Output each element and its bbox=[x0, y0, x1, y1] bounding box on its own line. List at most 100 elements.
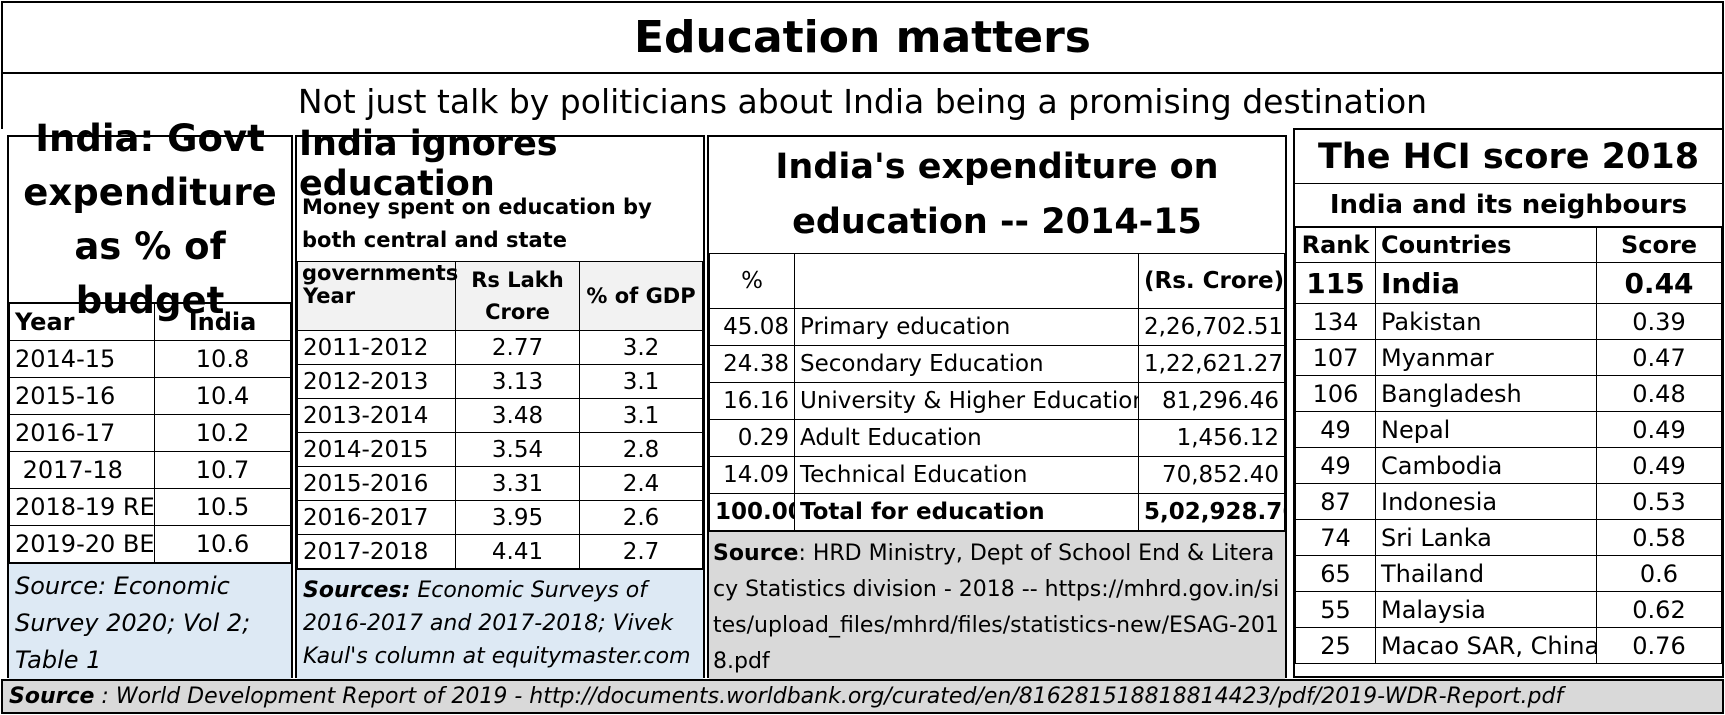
country-cell: Cambodia bbox=[1375, 447, 1597, 484]
table-row: 2015-2016 3.31 2.4 bbox=[297, 466, 703, 501]
crore-cell: 3.54 bbox=[455, 432, 580, 467]
score-cell: 0.39 bbox=[1596, 303, 1722, 340]
country-cell: Thailand bbox=[1375, 555, 1597, 592]
year-cell: 2014-2015 bbox=[297, 432, 456, 467]
column-header-score: Score bbox=[1596, 227, 1722, 263]
table-row: 49 Nepal 0.49 bbox=[1295, 411, 1722, 448]
amount-cell: 70,852.40 bbox=[1138, 456, 1285, 494]
table-row: 49 Cambodia 0.49 bbox=[1295, 447, 1722, 484]
year-cell: 2017-2018 bbox=[297, 534, 456, 569]
total-row: 100.00 Total for education 5,02,928.76 bbox=[709, 493, 1285, 531]
table-row: 134 Pakistan 0.39 bbox=[1295, 303, 1722, 340]
year-cell: 2015-2016 bbox=[297, 466, 456, 501]
amount-cell: 1,22,621.27 bbox=[1138, 345, 1285, 383]
score-cell: 0.76 bbox=[1596, 627, 1722, 664]
footer-source: Source : World Development Report of 201… bbox=[1, 679, 1724, 714]
rank-cell: 25 bbox=[1295, 627, 1376, 664]
year-cell: 2013-2014 bbox=[297, 398, 456, 433]
rank-cell: 134 bbox=[1295, 303, 1376, 340]
table-row: 2012-2013 3.13 3.1 bbox=[297, 364, 703, 399]
source-text: Economic Surveys of 2016-2017 and 2017-2… bbox=[303, 578, 691, 669]
education-spending-source: Sources: Economic Surveys of 2016-2017 a… bbox=[297, 569, 703, 684]
country-cell: Sri Lanka bbox=[1375, 519, 1597, 556]
column-header-amount: (Rs. Crore) bbox=[1138, 253, 1285, 309]
table-header-row: Year Rs Lakh Crore % of GDP bbox=[297, 261, 703, 331]
score-cell: 0.62 bbox=[1596, 591, 1722, 628]
table-row: 2014-2015 3.54 2.8 bbox=[297, 432, 703, 467]
table-row: 24.38 Secondary Education 1,22,621.27 bbox=[709, 345, 1285, 383]
crore-cell: 4.41 bbox=[455, 534, 580, 569]
score-cell: 0.58 bbox=[1596, 519, 1722, 556]
education-spending-panel: India ignores education Money spent on e… bbox=[295, 124, 705, 684]
table-row: 2011-2012 2.77 3.2 bbox=[297, 330, 703, 365]
rank-cell: 87 bbox=[1295, 483, 1376, 520]
expenditure-breakdown-heading: India's expenditure on education -- 2014… bbox=[775, 147, 1219, 242]
hci-score-panel: The HCI score 2018 India and its neighbo… bbox=[1293, 128, 1724, 678]
year-cell: 2016-17 bbox=[9, 414, 155, 452]
percent-cell: 45.08 bbox=[709, 308, 795, 346]
total-amount-cell: 5,02,928.76 bbox=[1138, 493, 1285, 531]
crore-cell: 3.48 bbox=[455, 398, 580, 433]
rank-cell: 74 bbox=[1295, 519, 1376, 556]
value-cell: 10.2 bbox=[154, 414, 291, 452]
year-cell: 2018-19 RE bbox=[9, 488, 155, 526]
table-row: 65 Thailand 0.6 bbox=[1295, 555, 1722, 592]
value-cell: 10.4 bbox=[154, 377, 291, 415]
crore-cell: 2.77 bbox=[455, 330, 580, 365]
table-row: 2017-2018 4.41 2.7 bbox=[297, 534, 703, 569]
rank-cell: 107 bbox=[1295, 339, 1376, 376]
gdp-cell: 3.2 bbox=[579, 330, 703, 365]
rank-cell: 49 bbox=[1295, 411, 1376, 448]
country-cell: Macao SAR, China bbox=[1375, 627, 1597, 664]
table-row: 2017-18 10.7 bbox=[9, 451, 291, 489]
score-cell: 0.6 bbox=[1596, 555, 1722, 592]
percent-cell: 16.16 bbox=[709, 382, 795, 420]
education-spending-table: Year Rs Lakh Crore % of GDP 2011-2012 2.… bbox=[297, 261, 703, 569]
source-text: : HRD Ministry, Dept of School End & Lit… bbox=[713, 541, 1280, 674]
score-cell: 0.47 bbox=[1596, 339, 1722, 376]
education-spending-subheading: Money spent on education by both central… bbox=[302, 195, 652, 285]
year-cell: 2015-16 bbox=[9, 377, 155, 415]
score-cell: 0.48 bbox=[1596, 375, 1722, 412]
column-header-country: Countries bbox=[1375, 227, 1597, 263]
country-cell: Nepal bbox=[1375, 411, 1597, 448]
table-row: 106 Bangladesh 0.48 bbox=[1295, 375, 1722, 412]
rank-cell: 106 bbox=[1295, 375, 1376, 412]
country-cell: Indonesia bbox=[1375, 483, 1597, 520]
column-header-rank: Rank bbox=[1295, 227, 1376, 263]
expenditure-breakdown-table: % (Rs. Crore) 45.08 Primary education 2,… bbox=[709, 253, 1285, 531]
expenditure-breakdown-source: Source: HRD Ministry, Dept of School End… bbox=[709, 531, 1285, 683]
value-cell: 10.8 bbox=[154, 340, 291, 378]
gdp-cell: 2.4 bbox=[579, 466, 703, 501]
table-row: 107 Myanmar 0.47 bbox=[1295, 339, 1722, 376]
hci-score-table: Rank Countries Score 115 India 0.44 134 … bbox=[1295, 227, 1722, 664]
gdp-cell: 3.1 bbox=[579, 398, 703, 433]
amount-cell: 1,456.12 bbox=[1138, 419, 1285, 457]
table-row: 74 Sri Lanka 0.58 bbox=[1295, 519, 1722, 556]
footer-source-label: Source bbox=[9, 684, 95, 709]
rank-cell: 65 bbox=[1295, 555, 1376, 592]
country-cell: Bangladesh bbox=[1375, 375, 1597, 412]
column-header-crore: Rs Lakh Crore bbox=[455, 261, 580, 331]
value-cell: 10.6 bbox=[154, 525, 291, 563]
page-subtitle: Not just talk by politicians about India… bbox=[1, 73, 1724, 129]
item-cell: University & Higher Education bbox=[794, 382, 1139, 420]
year-cell: 2014-15 bbox=[9, 340, 155, 378]
score-cell: 0.44 bbox=[1596, 262, 1722, 304]
year-cell: 2017-18 bbox=[9, 451, 155, 489]
column-header-percent: % bbox=[709, 253, 795, 309]
govt-expenditure-table: Year India 2014-15 10.8 2015-16 10.4 201… bbox=[9, 303, 291, 563]
table-row: 45.08 Primary education 2,26,702.51 bbox=[709, 308, 1285, 346]
column-header-india: India bbox=[154, 303, 291, 341]
table-row: 2013-2014 3.48 3.1 bbox=[297, 398, 703, 433]
country-cell: Malaysia bbox=[1375, 591, 1597, 628]
table-header-row: Year India bbox=[9, 303, 291, 341]
amount-cell: 81,296.46 bbox=[1138, 382, 1285, 420]
govt-expenditure-panel: India: Govt expenditure as % of budget Y… bbox=[7, 117, 293, 680]
column-header-gdp: % of GDP bbox=[579, 261, 703, 331]
crore-cell: 3.31 bbox=[455, 466, 580, 501]
table-row: 0.29 Adult Education 1,456.12 bbox=[709, 419, 1285, 457]
govt-expenditure-heading: India: Govt expenditure as % of budget bbox=[9, 117, 291, 322]
item-cell: Primary education bbox=[794, 308, 1139, 346]
